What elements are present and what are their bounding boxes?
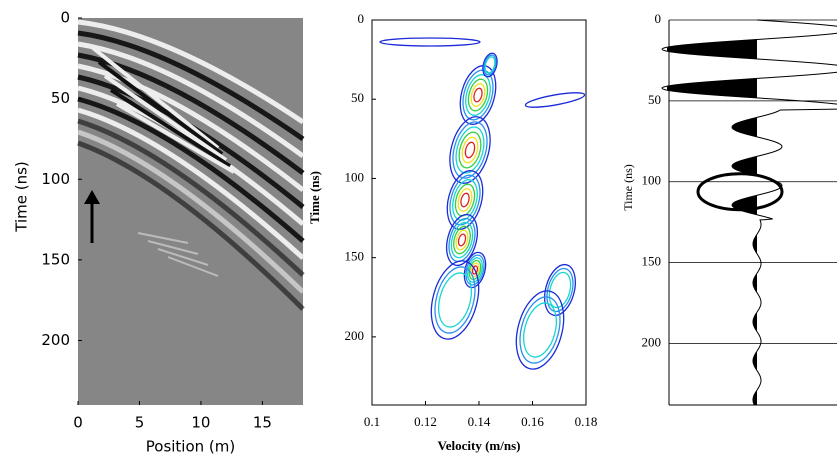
contour bbox=[461, 136, 479, 164]
y-tick-label: 150 bbox=[345, 249, 365, 264]
y-tick-label: 0 bbox=[655, 11, 662, 26]
contour bbox=[460, 192, 470, 208]
reflection bbox=[77, 96, 305, 243]
reflection bbox=[77, 19, 305, 125]
steep-reflection bbox=[115, 102, 236, 174]
reflection bbox=[77, 41, 305, 159]
contour bbox=[482, 52, 498, 78]
contour bbox=[455, 229, 469, 251]
contour bbox=[464, 141, 476, 159]
faint-reflection bbox=[147, 240, 199, 255]
y-tick-label: 0 bbox=[60, 9, 70, 27]
y-tick-label: 50 bbox=[648, 92, 661, 107]
y-tick-label: 100 bbox=[345, 169, 365, 184]
x-tick-label: 15 bbox=[253, 414, 272, 432]
y-tick-label: 50 bbox=[351, 90, 364, 105]
steep-reflection bbox=[109, 88, 232, 168]
reflection bbox=[77, 140, 305, 311]
reflection bbox=[77, 118, 305, 277]
contour bbox=[543, 263, 577, 317]
radargram-reflections bbox=[77, 19, 305, 311]
contour bbox=[466, 257, 484, 283]
contour bbox=[453, 225, 471, 255]
contour bbox=[515, 290, 565, 370]
x-tick-label: 0.14 bbox=[468, 414, 491, 429]
faint-reflection bbox=[167, 256, 219, 277]
contour bbox=[434, 266, 476, 334]
reflection bbox=[77, 30, 305, 142]
contour bbox=[448, 217, 476, 263]
y-tick-label: 200 bbox=[41, 331, 70, 349]
contour bbox=[483, 54, 497, 76]
reflection bbox=[77, 107, 305, 260]
faint-reflection bbox=[157, 248, 209, 266]
y-tick-label: 0 bbox=[358, 11, 365, 26]
y-tick-label: 100 bbox=[41, 170, 70, 188]
contour bbox=[473, 87, 483, 103]
contour bbox=[437, 272, 473, 328]
contour bbox=[465, 74, 491, 116]
y-tick-label: 200 bbox=[642, 335, 662, 350]
contour bbox=[457, 233, 467, 247]
y-tick-label: 50 bbox=[51, 89, 70, 107]
x-axis-label: Position (m) bbox=[146, 438, 236, 455]
contour bbox=[524, 92, 586, 108]
contour bbox=[445, 213, 479, 267]
x-tick-label: 0 bbox=[73, 414, 83, 432]
highlight-circle bbox=[696, 172, 784, 212]
contour bbox=[522, 302, 558, 358]
x-tick-label: 10 bbox=[191, 414, 210, 432]
faint-reflection bbox=[137, 232, 189, 244]
y-tick-label: 150 bbox=[642, 254, 662, 269]
contour bbox=[449, 174, 481, 226]
contour bbox=[467, 78, 489, 112]
y-axis-label: Time (ns) bbox=[621, 164, 635, 211]
contour bbox=[379, 37, 481, 47]
arrow-head bbox=[84, 190, 100, 204]
reflection bbox=[77, 63, 305, 192]
x-tick-label: 0.1 bbox=[364, 414, 380, 429]
x-tick-label: 5 bbox=[135, 414, 145, 432]
contour bbox=[471, 265, 479, 275]
y-axis-label: Time (ns) bbox=[13, 161, 31, 233]
contour bbox=[454, 183, 476, 217]
semblance-contours bbox=[379, 37, 586, 370]
contour bbox=[548, 271, 572, 309]
reflection bbox=[77, 52, 305, 175]
y-axis-label: Time (ns) bbox=[307, 171, 322, 224]
contour bbox=[468, 259, 482, 281]
contour bbox=[452, 179, 478, 221]
x-tick-label: 0.16 bbox=[521, 414, 544, 429]
contour bbox=[519, 296, 561, 364]
steep-reflection bbox=[91, 46, 220, 150]
y-tick-label: 200 bbox=[345, 328, 365, 343]
x-tick-label: 0.18 bbox=[575, 414, 598, 429]
contour bbox=[470, 83, 486, 107]
trace bbox=[661, 19, 837, 406]
x-axis-label: Velocity (m/ns) bbox=[438, 438, 521, 453]
reflection bbox=[77, 129, 305, 294]
contour bbox=[458, 131, 482, 169]
y-tick-label: 150 bbox=[41, 250, 70, 268]
y-tick-label: 100 bbox=[642, 173, 662, 188]
contour bbox=[430, 260, 480, 340]
trace-fill bbox=[667, 20, 757, 405]
steep-reflection bbox=[97, 60, 224, 156]
contour bbox=[450, 221, 474, 259]
contour bbox=[484, 56, 496, 74]
contour bbox=[457, 188, 473, 212]
contour bbox=[446, 170, 484, 230]
steep-reflection bbox=[103, 74, 228, 162]
x-tick-label: 0.12 bbox=[414, 414, 437, 429]
